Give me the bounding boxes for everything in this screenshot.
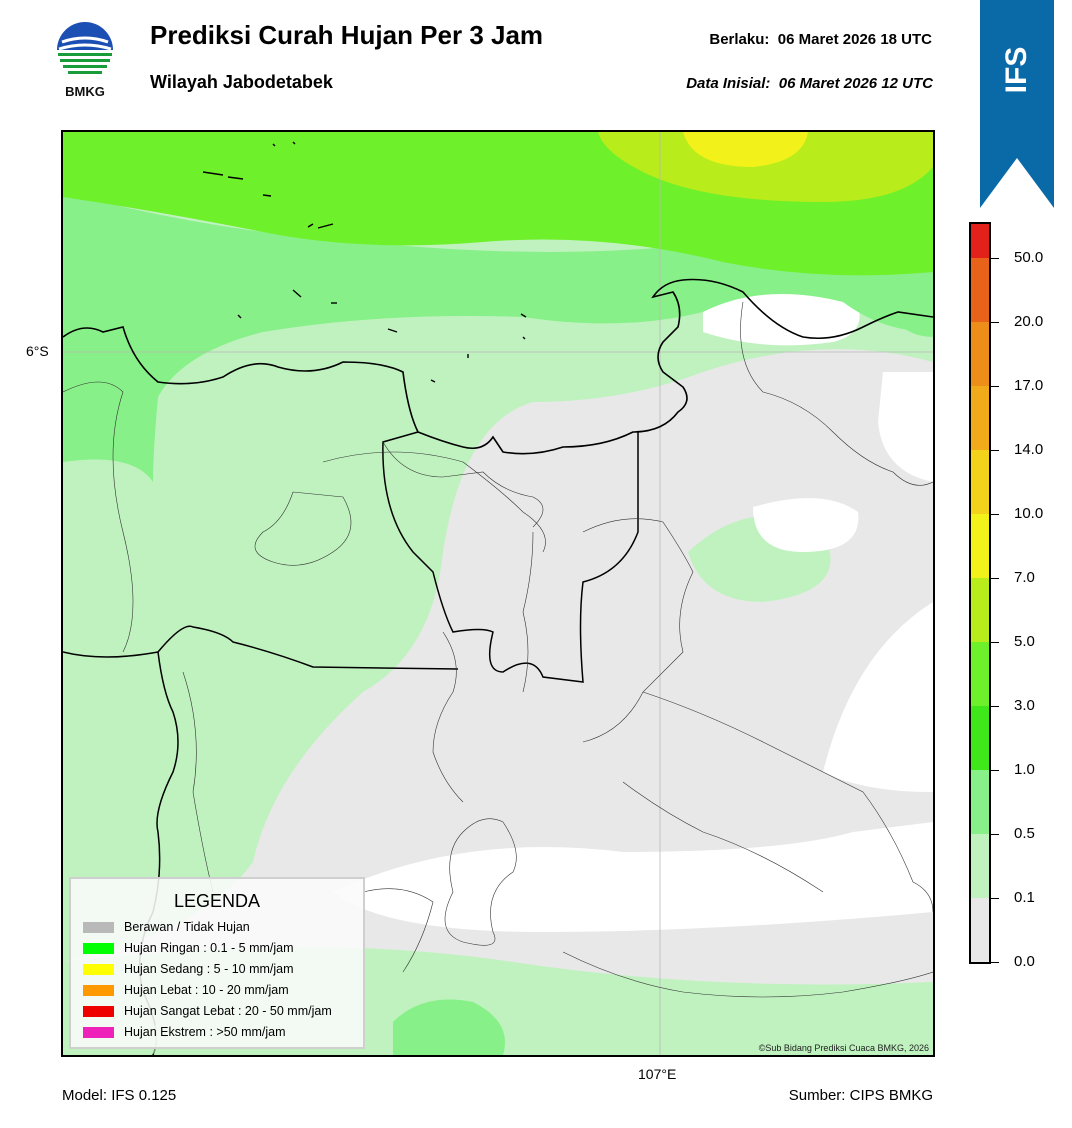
rain-zone-dry-5 [333,822,933,932]
legend-box: LEGENDA Berawan / Tidak Hujan Hujan Ring… [69,877,365,1049]
coastline [63,278,933,455]
ifs-badge-text: IFS [1000,46,1033,94]
valid-value: 06 Maret 2026 18 UTC [777,31,932,48]
colorbar-tick-label: 0.5 [1014,825,1035,842]
colorbar-tick [991,834,999,835]
legend-item-heavy: Hujan Lebat : 10 - 20 mm/jam [83,982,289,998]
colorbar-tick-label: 14.0 [1014,441,1044,458]
legend-label-very-heavy: Hujan Sangat Lebat : 20 - 50 mm/jam [124,1004,332,1018]
colorbar-segment [971,514,989,578]
map-canvas [63,132,933,1055]
ifs-badge: IFS [980,0,1054,208]
init-value: 06 Maret 2026 12 UTC [778,75,933,92]
district-borders [63,301,933,998]
legend-label-cloudy: Berawan / Tidak Hujan [124,920,250,934]
lon-tick-label: 107°E [638,1066,677,1082]
colorbar-tick [991,962,999,963]
colorbar-tick [991,322,999,323]
colorbar [969,222,991,964]
legend-item-cloudy: Berawan / Tidak Hujan [83,919,250,935]
colorbar-tick-label: 17.0 [1014,377,1044,394]
colorbar-tick-label: 0.1 [1014,889,1035,906]
bmkg-logo: BMKG [52,20,118,104]
legend-item-extreme: Hujan Ekstrem : >50 mm/jam [83,1024,286,1040]
copyright-text: ©Sub Bidang Prediksi Cuaca BMKG, 2026 [758,1043,929,1053]
rain-zone-05 [63,192,933,482]
colorbar-tick-label: 5.0 [1014,633,1035,650]
colorbar-tick [991,706,999,707]
colorbar-tick [991,770,999,771]
colorbar-tick [991,642,999,643]
legend-item-very-heavy: Hujan Sangat Lebat : 20 - 50 mm/jam [83,1003,332,1019]
valid-label: Berlaku: [709,31,770,48]
lat-tick-label: 6°S [26,343,49,359]
init-label: Data Inisial: [686,75,771,92]
rainfall-map: LEGENDA Berawan / Tidak Hujan Hujan Ring… [61,130,935,1057]
colorbar-tick [991,386,999,387]
colorbar-segment [971,258,989,322]
rain-zone-5 [683,132,808,167]
rain-zone-dry-3 [878,372,933,482]
rain-zone-dry-4 [823,602,933,792]
legend-swatch-heavy [83,984,114,996]
colorbar-segment [971,224,989,258]
chart-title: Prediksi Curah Hujan Per 3 Jam [150,20,544,50]
colorbar-segment [971,898,989,962]
colorbar-tick [991,450,999,451]
rain-zone-dry-2 [753,498,859,552]
colorbar-tick-label: 0.0 [1014,953,1035,970]
legend-title: LEGENDA [173,891,261,911]
colorbar-tick [991,578,999,579]
colorbar-segment [971,322,989,386]
rain-zone-01 [63,132,933,962]
colorbar-tick-label: 20.0 [1014,313,1044,330]
colorbar-tick [991,258,999,259]
model-label: Model: IFS 0.125 [62,1087,177,1104]
init-time: Data Inisial: 06 Maret 2026 12 UTC [686,75,933,92]
legend-swatch-cloudy [83,921,114,933]
colorbar-segment [971,770,989,834]
legend-label-heavy: Hujan Lebat : 10 - 20 mm/jam [124,983,289,997]
colorbar-segment [971,834,989,898]
colorbar-tick-label: 3.0 [1014,697,1035,714]
logo-text: BMKG [65,84,105,99]
legend-swatch-moderate [83,963,114,975]
legend-swatch-extreme [83,1026,114,1038]
colorbar-tick-label: 50.0 [1014,249,1044,266]
colorbar-segment [971,450,989,514]
legend-item-moderate: Hujan Sedang : 5 - 10 mm/jam [83,961,294,977]
colorbar-segment [971,578,989,642]
legend-swatch-very-heavy [83,1005,114,1017]
legend-item-light: Hujan Ringan : 0.1 - 5 mm/jam [83,940,294,956]
chart-subtitle: Wilayah Jabodetabek [150,72,333,92]
colorbar-segment [971,642,989,706]
rain-zone-3 [598,132,933,202]
legend-swatch-light [83,942,114,954]
valid-time: Berlaku: 06 Maret 2026 18 UTC [709,31,932,48]
legend-label-moderate: Hujan Sedang : 5 - 10 mm/jam [124,962,294,976]
colorbar-tick [991,898,999,899]
colorbar-segment [971,386,989,450]
rain-zone-05c [393,999,505,1055]
colorbar-tick-label: 10.0 [1014,505,1044,522]
legend-label-light: Hujan Ringan : 0.1 - 5 mm/jam [124,941,294,955]
colorbar-segment [971,706,989,770]
source-label: Sumber: CIPS BMKG [788,1087,933,1104]
islands [202,141,527,383]
colorbar-tick-label: 7.0 [1014,569,1035,586]
colorbar-tick [991,514,999,515]
legend-label-extreme: Hujan Ekstrem : >50 mm/jam [124,1025,286,1039]
colorbar-tick-label: 1.0 [1014,761,1035,778]
